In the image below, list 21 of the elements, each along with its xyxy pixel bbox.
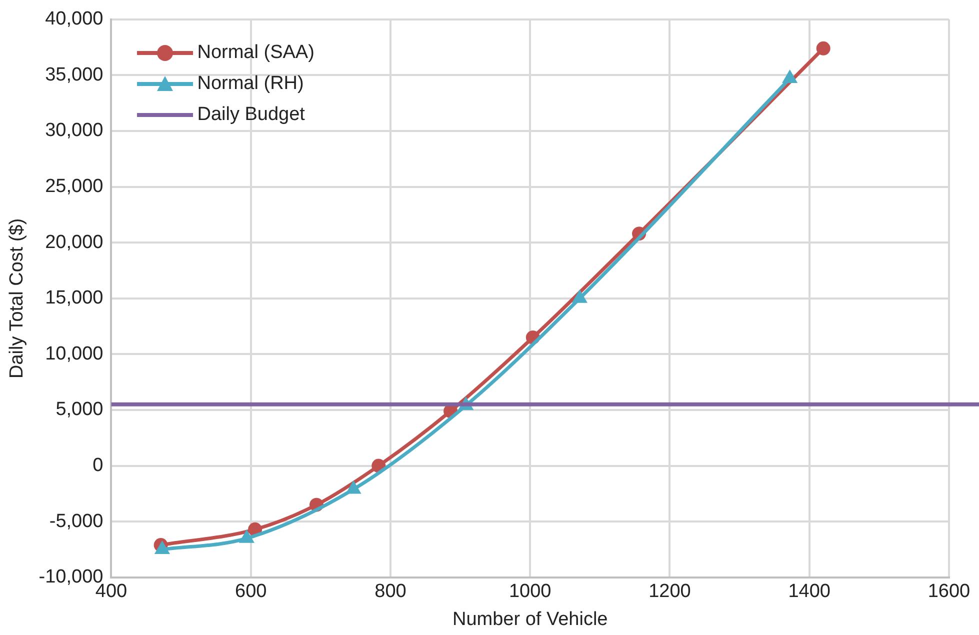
y-tick-label: 30,000 [45, 120, 104, 142]
y-tick-label: 35,000 [45, 64, 104, 86]
x-tick-label: 600 [235, 581, 267, 602]
y-tick-label: 0 [92, 455, 104, 476]
x-tick-label: 800 [374, 581, 406, 602]
legend-label: Daily Budget [197, 104, 305, 126]
y-tick-label: 10,000 [45, 343, 104, 364]
y-tick-label: 15,000 [45, 288, 104, 309]
y-tick-label: 25,000 [45, 176, 104, 198]
legend-label: Normal (RH) [197, 72, 304, 95]
y-tick-label: 20,000 [45, 232, 104, 253]
x-tick-label: 1400 [788, 581, 831, 602]
y-tick-label: 5,000 [56, 399, 104, 420]
legend-label: Normal (SAA) [197, 42, 314, 64]
y-axis-title: Daily Total Cost ($) [6, 218, 28, 378]
x-tick-label: 1000 [508, 581, 552, 602]
y-tick-label: 40,000 [45, 8, 104, 30]
x-tick-label: 1600 [928, 581, 970, 602]
x-tick-label: 1200 [648, 581, 691, 602]
x-axis-title: Number of Vehicle [452, 608, 608, 630]
y-tick-label: -5,000 [49, 510, 104, 532]
